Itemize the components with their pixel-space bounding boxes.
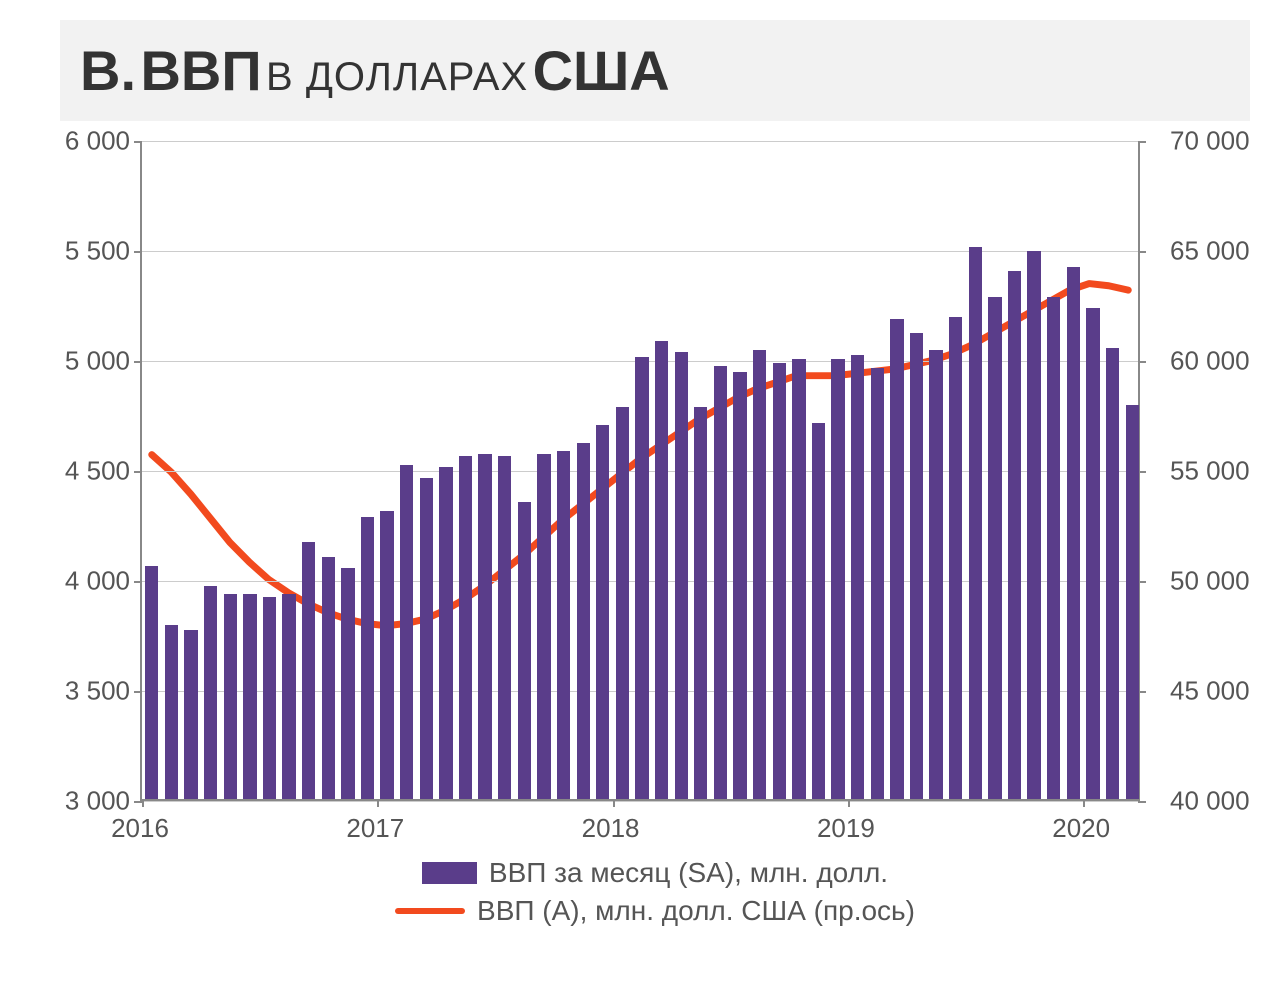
bar: [1086, 308, 1099, 799]
x-tick-label: 2020: [1052, 813, 1110, 844]
bar: [145, 566, 158, 799]
y-right-tick-label: 45 000: [1170, 676, 1260, 707]
bar: [969, 247, 982, 799]
bar: [1106, 348, 1119, 799]
bar: [714, 366, 727, 799]
bar: [361, 517, 374, 799]
bar: [596, 425, 609, 799]
y-left-tick-label: 3 500: [60, 676, 130, 707]
bar: [341, 568, 354, 799]
legend: ВВП за месяц (SA), млн. долл. ВВП (A), м…: [60, 851, 1250, 933]
bar: [459, 456, 472, 799]
bar: [1008, 271, 1021, 799]
y-left-tick-label: 5 000: [60, 346, 130, 377]
bar: [282, 594, 295, 799]
bar: [890, 319, 903, 799]
y-right-tick-label: 65 000: [1170, 236, 1260, 267]
bar: [949, 317, 962, 799]
bar: [675, 352, 688, 799]
bar: [518, 502, 531, 799]
bar: [420, 478, 433, 799]
bar: [773, 363, 786, 799]
legend-bar-row: ВВП за месяц (SA), млн. долл.: [60, 857, 1250, 889]
bar: [1067, 267, 1080, 799]
bar: [655, 341, 668, 799]
bar: [871, 368, 884, 799]
bar: [322, 557, 335, 799]
legend-line-label: ВВП (A), млн. долл. США (пр.ось): [477, 895, 915, 927]
bar: [812, 423, 825, 799]
chart-title-bar: B. ВВП В ДОЛЛАРАХ США: [60, 20, 1250, 121]
y-left-tick-label: 6 000: [60, 126, 130, 157]
bar: [537, 454, 550, 799]
bar: [988, 297, 1001, 799]
plot-region: [140, 141, 1140, 801]
y-right-tick-label: 40 000: [1170, 786, 1260, 817]
bar: [616, 407, 629, 799]
bar: [224, 594, 237, 799]
title-main-1: ВВП: [140, 39, 261, 102]
bar: [577, 443, 590, 799]
bar: [792, 359, 805, 799]
x-tick-label: 2017: [346, 813, 404, 844]
bar: [263, 597, 276, 799]
bar: [831, 359, 844, 799]
x-tick-label: 2016: [111, 813, 169, 844]
title-main-2: США: [533, 39, 670, 102]
bar: [733, 372, 746, 799]
bar: [753, 350, 766, 799]
legend-bar-swatch: [422, 862, 477, 884]
title-mid: В ДОЛЛАРАХ: [266, 55, 528, 99]
y-left-tick-label: 4 000: [60, 566, 130, 597]
x-tick-label: 2018: [582, 813, 640, 844]
y-right-tick-label: 55 000: [1170, 456, 1260, 487]
y-left-tick-label: 4 500: [60, 456, 130, 487]
legend-line-row: ВВП (A), млн. долл. США (пр.ось): [60, 895, 1250, 927]
bar: [478, 454, 491, 799]
bar: [204, 586, 217, 799]
y-right-tick-label: 70 000: [1170, 126, 1260, 157]
bar: [498, 456, 511, 799]
bar: [380, 511, 393, 799]
legend-line-swatch: [395, 908, 465, 914]
bar: [1126, 405, 1139, 799]
bar: [1027, 251, 1040, 799]
chart-area: 3 00040 0003 50045 0004 00050 0004 50055…: [60, 131, 1250, 881]
bar: [302, 542, 315, 799]
bar: [243, 594, 256, 799]
bar: [929, 350, 942, 799]
title-prefix: B.: [80, 39, 136, 102]
bar: [910, 333, 923, 799]
bar: [400, 465, 413, 799]
bar: [1047, 297, 1060, 799]
bar: [694, 407, 707, 799]
x-tick-label: 2019: [817, 813, 875, 844]
bar: [439, 467, 452, 799]
y-right-tick-label: 60 000: [1170, 346, 1260, 377]
y-left-tick-label: 3 000: [60, 786, 130, 817]
y-left-tick-label: 5 500: [60, 236, 130, 267]
bar: [557, 451, 570, 799]
bar: [851, 355, 864, 799]
bar: [635, 357, 648, 799]
y-right-tick-label: 50 000: [1170, 566, 1260, 597]
legend-bar-label: ВВП за месяц (SA), млн. долл.: [489, 857, 888, 889]
bar: [184, 630, 197, 799]
bar: [165, 625, 178, 799]
